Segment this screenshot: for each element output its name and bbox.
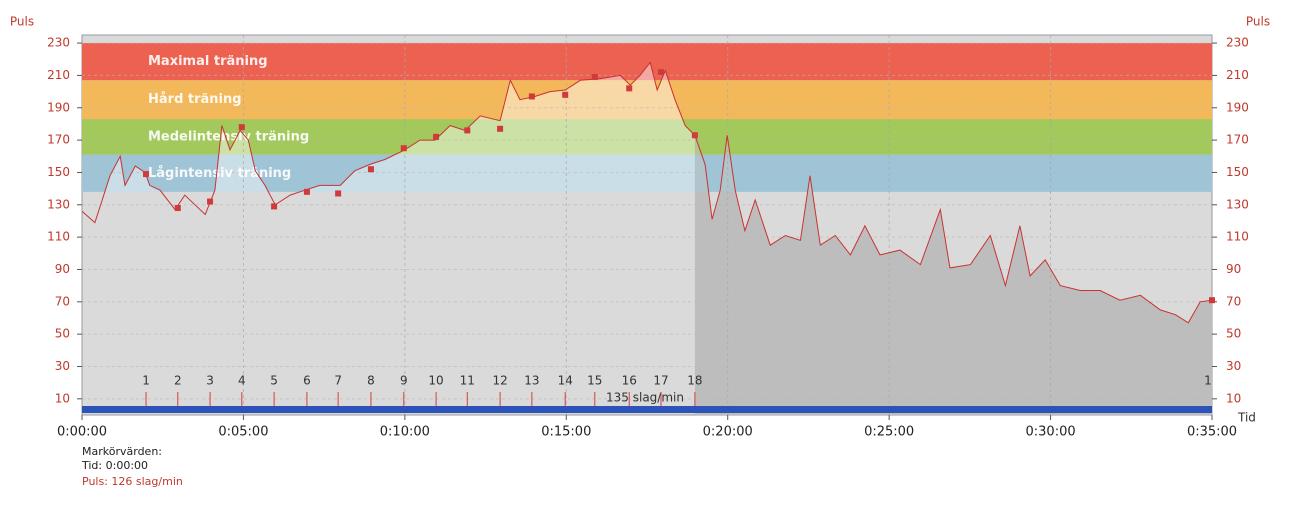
y-tick-label: 50 bbox=[55, 327, 70, 341]
lap-label: 8 bbox=[367, 374, 375, 388]
lap-label: 14 bbox=[558, 374, 573, 388]
x-tick-label: 0:15:00 bbox=[541, 425, 591, 440]
lap-label: 11 bbox=[460, 374, 475, 388]
lap-marker bbox=[433, 133, 440, 140]
lap-marker bbox=[562, 91, 569, 98]
lap-marker bbox=[464, 127, 471, 134]
x-tick-label: 0:20:00 bbox=[703, 425, 753, 440]
lap-marker bbox=[335, 190, 342, 197]
lap-marker bbox=[691, 132, 698, 139]
y-tick-label: 70 bbox=[55, 294, 70, 308]
y-tick-label: 10 bbox=[55, 391, 70, 405]
x-tick-label: 0:35:00 bbox=[1187, 425, 1237, 440]
pulse-line bbox=[81, 61, 1213, 324]
y2-tick-label: 50 bbox=[1226, 327, 1241, 341]
y-tick-label: 30 bbox=[55, 359, 70, 373]
zone-band bbox=[82, 80, 1212, 120]
y2-tick-label: 170 bbox=[1226, 133, 1249, 147]
lap-marker bbox=[591, 74, 598, 81]
lap-marker bbox=[400, 145, 407, 152]
y2-tick-label: 70 bbox=[1226, 294, 1241, 308]
y2-tick-label: 150 bbox=[1226, 165, 1249, 179]
lap-marker bbox=[238, 124, 245, 131]
zone-label: Maximal träning bbox=[148, 54, 268, 69]
lap-label: 4 bbox=[238, 374, 246, 388]
lap-marker bbox=[497, 125, 504, 132]
x-axis-label: Tid bbox=[1237, 411, 1256, 425]
lap-marker bbox=[626, 85, 633, 92]
lap-marker bbox=[174, 205, 181, 212]
y-tick-label: 230 bbox=[47, 36, 70, 50]
zone-label: Medelintensiv träning bbox=[148, 129, 309, 144]
lap-label: 5 bbox=[270, 374, 278, 388]
lap-label: 9 bbox=[400, 374, 408, 388]
zone-band bbox=[82, 43, 1212, 81]
lap-marker bbox=[367, 166, 374, 173]
x-tick-label: 0:10:00 bbox=[380, 425, 430, 440]
x-tick-label: 0:30:00 bbox=[1026, 425, 1076, 440]
lap-label: 1 bbox=[1204, 374, 1212, 388]
lap-label: 17 bbox=[653, 374, 668, 388]
lap-marker bbox=[1209, 297, 1215, 304]
lap-label: 16 bbox=[622, 374, 637, 388]
y-tick-label: 170 bbox=[47, 133, 70, 147]
x-tick-label: 0:00:00 bbox=[57, 425, 107, 440]
lap-marker bbox=[528, 93, 535, 100]
lap-label: 6 bbox=[303, 374, 311, 388]
lap-marker bbox=[271, 203, 278, 210]
footer-time: Tid: 0:00:00 bbox=[81, 459, 148, 472]
y2-tick-label: 110 bbox=[1226, 230, 1249, 244]
zone-band bbox=[82, 154, 1212, 192]
y2-tick-label: 90 bbox=[1226, 262, 1241, 276]
y-tick-label: 190 bbox=[47, 100, 70, 114]
y2-tick-label: 30 bbox=[1226, 359, 1241, 373]
lap-label: 7 bbox=[334, 374, 342, 388]
x-tick-label: 0:25:00 bbox=[864, 425, 914, 440]
footer-title: Markörvärden: bbox=[82, 445, 162, 458]
pulse-bar bbox=[82, 406, 1212, 413]
x-tick-label: 0:05:00 bbox=[218, 425, 268, 440]
y2-tick-label: 10 bbox=[1226, 391, 1241, 405]
y-tick-label: 90 bbox=[55, 262, 70, 276]
lap-label: 10 bbox=[428, 374, 443, 388]
y2-axis-label: Puls bbox=[1246, 15, 1270, 29]
lap-marker bbox=[207, 198, 214, 205]
zone-band bbox=[82, 119, 1212, 155]
lap-marker bbox=[143, 171, 150, 178]
lap-label: 18 bbox=[687, 374, 702, 388]
lap-label: 3 bbox=[206, 374, 214, 388]
lap-label: 1 bbox=[142, 374, 150, 388]
y2-tick-label: 210 bbox=[1226, 68, 1249, 82]
zone-label: Hård träning bbox=[148, 92, 242, 107]
lap-label: 12 bbox=[492, 374, 507, 388]
y2-tick-label: 130 bbox=[1226, 197, 1249, 211]
y2-tick-label: 190 bbox=[1226, 100, 1249, 114]
lap-label: 13 bbox=[524, 374, 539, 388]
footer-pulse: Puls: 126 slag/min bbox=[82, 475, 183, 488]
y2-tick-label: 230 bbox=[1226, 36, 1249, 50]
lap-label: 2 bbox=[174, 374, 182, 388]
y-axis-label: Puls bbox=[10, 15, 34, 29]
zone-label: Lågintensiv träning bbox=[148, 166, 291, 181]
y-tick-label: 150 bbox=[47, 165, 70, 179]
lap-label: 15 bbox=[587, 374, 602, 388]
y-tick-label: 110 bbox=[47, 230, 70, 244]
pulse-bar-label: 135 slag/min bbox=[606, 391, 684, 405]
y-tick-label: 210 bbox=[47, 68, 70, 82]
y-tick-label: 130 bbox=[47, 197, 70, 211]
lap-marker bbox=[657, 69, 664, 76]
lap-marker bbox=[303, 188, 310, 195]
